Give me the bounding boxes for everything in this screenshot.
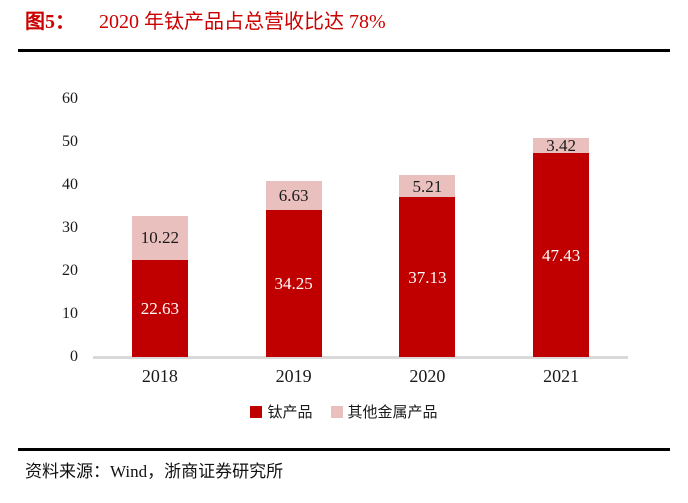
x-tick-label-2018: 2018 <box>141 366 178 386</box>
x-tick-label-2021: 2021 <box>543 366 580 386</box>
bar-segment-series1-2020: 5.21 <box>399 174 456 198</box>
bar-segment-series0-2021: 47.43 <box>533 153 590 357</box>
y-tick-label-20: 20 <box>62 262 78 279</box>
bar-segment-series1-2019: 6.63 <box>265 181 322 210</box>
y-tick-label-30: 30 <box>62 219 78 236</box>
footer-divider-rule <box>18 448 670 451</box>
legend-item-other-metals: 其他金属产品 <box>330 401 438 422</box>
figure-number-label: 图5： <box>25 11 75 33</box>
bar-value-label: 3.42 <box>546 136 576 156</box>
figure-title-text: 2020 年钛产品占总营收比达 78% <box>99 11 386 33</box>
bar-segment-series1-2021: 3.42 <box>533 136 590 156</box>
bar-segment-series1-2018: 10.22 <box>131 215 188 260</box>
y-tick-label-40: 40 <box>62 176 78 193</box>
legend-label-other-metals: 其他金属产品 <box>347 405 438 421</box>
y-tick-label-10: 10 <box>62 305 78 322</box>
y-tick-label-0: 0 <box>70 348 78 365</box>
source-text: 资料来源：Wind，浙商证券研究所 <box>25 462 284 481</box>
bar-value-label: 22.63 <box>140 298 179 318</box>
bar-value-label: 47.43 <box>542 245 581 265</box>
bar-segment-series0-2018: 22.63 <box>131 259 188 357</box>
title-divider-rule <box>18 49 670 52</box>
y-axis: 0 10 20 30 40 50 60 <box>40 90 78 365</box>
y-tick-label-60: 60 <box>62 90 78 107</box>
bar-value-label: 5.21 <box>412 176 443 196</box>
x-axis: 2018 2019 2020 2021 <box>93 366 628 392</box>
figure-title: 图5： 2020 年钛产品占总营收比达 78% <box>25 7 386 37</box>
y-tick-label-50: 50 <box>62 133 78 150</box>
x-tick-label-2020: 2020 <box>409 366 446 386</box>
x-axis-line <box>93 356 628 359</box>
chart-legend: 钛产品 其他金属产品 <box>0 401 688 422</box>
bar-segment-series0-2019: 34.25 <box>265 209 322 357</box>
bar-value-label: 6.63 <box>278 185 309 205</box>
plot-area: 22.63 10.22 34.25 6.63 37.13 5.21 47.43 3.42 <box>93 99 628 357</box>
bar-value-label: 37.13 <box>408 267 447 287</box>
bar-value-label: 10.22 <box>140 228 179 248</box>
x-tick-label-2019: 2019 <box>275 366 312 386</box>
bar-value-label: 34.25 <box>274 273 313 293</box>
legend-swatch-titanium-icon <box>250 405 263 418</box>
legend-swatch-other-metals-icon <box>330 405 343 418</box>
legend-label-titanium: 钛产品 <box>267 405 313 421</box>
legend-item-titanium: 钛产品 <box>250 401 313 422</box>
bar-segment-series0-2020: 37.13 <box>399 197 456 357</box>
